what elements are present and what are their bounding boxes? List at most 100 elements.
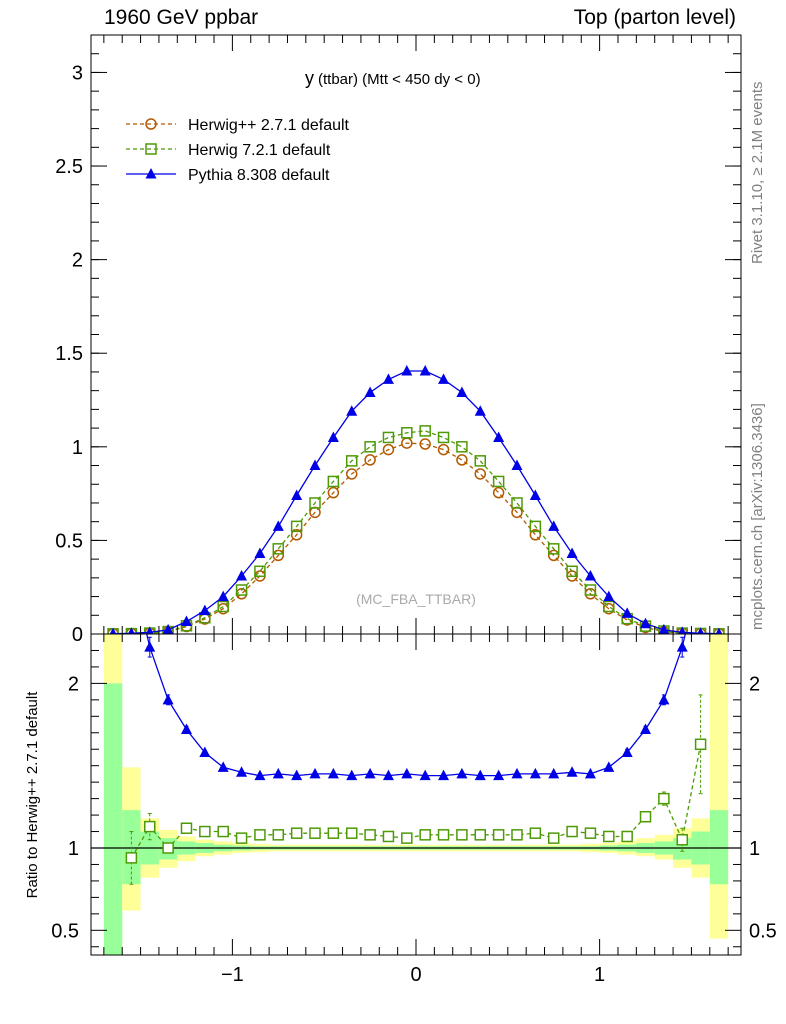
main-series-2-point: [309, 459, 321, 471]
ratio-plot-frame: [90, 633, 742, 956]
ratio-series-0-point: [437, 829, 450, 841]
ratio-series-1-point: [621, 746, 633, 758]
main-series-0-point: [456, 454, 468, 466]
main-series-2-point: [401, 365, 413, 376]
main-series-2-point: [529, 489, 541, 500]
main-y-tick-label: 3: [72, 62, 83, 84]
main-series-2-point: [715, 627, 723, 634]
ratio-series-0-point: [125, 852, 138, 864]
ratio-series-1-point: [382, 769, 394, 781]
ratio-series-0-point: [290, 827, 303, 839]
ratio-band-yellow: [709, 634, 729, 939]
main-series-2-point: [127, 627, 135, 634]
header-right: Top (parton level): [573, 6, 736, 29]
ratio-series-0-point: [694, 738, 707, 751]
main-series-0-point: [290, 529, 303, 541]
ratio-series-1-point: [401, 767, 413, 779]
main-series-2-point: [109, 627, 117, 634]
main-series-0-point: [492, 486, 505, 499]
ratio-series-0-point: [364, 829, 376, 841]
ratio-y-tick-label: 1: [68, 838, 79, 860]
ratio-axis-ticks: 0.5 0.5 1 1 2 2 −1 0 1: [51, 634, 777, 986]
main-series-0-point: [272, 549, 285, 562]
main-y-tick-label: 1: [72, 437, 83, 459]
main-series-1-point: [217, 600, 229, 613]
main-y-tick-label: 2: [72, 250, 83, 272]
ratio-y-tick-label-right: 0.5: [749, 920, 777, 942]
main-series-2-point: [584, 569, 596, 581]
main-series-1-point: [511, 497, 523, 509]
main-series-0-point: [474, 468, 487, 480]
ratio-series-1-point: [640, 723, 652, 734]
ratio-series-1-point: [199, 746, 211, 758]
main-series-1-point: [272, 543, 285, 555]
ratio-series-1-point: [419, 769, 431, 781]
ratio-plot-marks: [91, 562, 741, 955]
ratio-series-0-point: [603, 830, 615, 843]
ratio-series-1-point: [272, 767, 284, 779]
main-series-2-line: [112, 370, 720, 634]
main-series-2-point: [474, 405, 486, 416]
ratio-series-0-point: [547, 832, 560, 844]
ratio-series-0-point: [309, 827, 321, 839]
ratio-panel: 0.5 0.5 1 1 2 2 −1 0 1 Ratio to Herwig++ 2.7.1 d…: [24, 562, 777, 986]
ratio-series-1-point: [566, 766, 578, 777]
main-panel: 0 0.5 1 1.5 2 2.5 3 y (ttbar) (Mtt < 450 dy < …: [55, 34, 742, 646]
main-series-1-point: [529, 520, 542, 533]
main-series-2-point: [346, 405, 358, 416]
ratio-y-tick-label-right: 1: [749, 838, 760, 860]
main-y-tick-label: 0: [72, 624, 83, 646]
legend-marker-0: [145, 118, 157, 130]
ratio-series-1-point: [180, 723, 192, 734]
main-series-1-point: [492, 475, 505, 488]
ratio-series-1-point: [511, 767, 523, 779]
main-series-0-point: [529, 529, 542, 541]
main-series-2-point: [621, 607, 633, 618]
ratio-series-0-point: [382, 830, 395, 843]
ratio-series-1-point: [254, 769, 266, 781]
main-series-0-point: [345, 468, 358, 480]
main-series-2-point: [697, 627, 705, 634]
watermark: (MC_FBA_TTBAR): [356, 591, 476, 607]
ratio-series-0-point: [162, 842, 174, 854]
main-series-1-point: [382, 431, 395, 444]
ratio-series-0-point: [272, 829, 285, 841]
main-series-1-point: [309, 497, 321, 509]
ratio-series-0-point: [584, 827, 597, 839]
main-series-2-point: [419, 365, 431, 376]
ratio-series-0-point: [180, 822, 193, 834]
ratio-series-1-point: [548, 767, 560, 779]
ratio-y-tick-label: 2: [68, 673, 79, 695]
ratio-series-1-point: [474, 769, 486, 781]
ratio-series-0-point: [529, 827, 542, 839]
main-series-2-point: [603, 590, 615, 602]
main-title-sub: (ttbar) (Mtt < 450 dy < 0): [318, 71, 481, 88]
main-series-0-line: [112, 442, 720, 634]
main-axis-ticks: 0 0.5 1 1.5 2 2.5 3: [55, 35, 741, 646]
ratio-series-1-point: [346, 769, 358, 781]
ratio-series-0-point: [474, 829, 487, 841]
ratio-series-1-point: [364, 767, 376, 779]
ratio-series-1-point: [327, 767, 339, 779]
header-left: 1960 GeV ppbar: [104, 6, 259, 29]
main-series-1-line: [112, 430, 720, 634]
main-series-2-point: [382, 373, 394, 384]
ratio-series-0-point: [492, 829, 505, 841]
main-series-1-point: [603, 600, 615, 613]
ratio-series-1-point: [676, 641, 688, 652]
ratio-series-0-point: [235, 832, 248, 844]
ratio-series-0-point: [144, 820, 156, 833]
ratio-series-0-point: [658, 792, 670, 805]
main-series-1-point: [345, 455, 358, 467]
main-y-tick-label: 1.5: [55, 343, 83, 365]
ratio-series-0-line: [130, 744, 702, 859]
main-series-2-point: [640, 617, 652, 629]
ratio-series-1-point: [236, 766, 248, 777]
ratio-series-1-point: [493, 769, 505, 781]
main-series-2-point: [162, 623, 174, 634]
ratio-series-1-point: [217, 761, 229, 772]
main-series-2-point: [456, 386, 468, 398]
ratio-series-1-point: [695, 562, 706, 573]
main-series-2-point: [236, 569, 248, 581]
x-tick-label: 1: [594, 964, 605, 986]
